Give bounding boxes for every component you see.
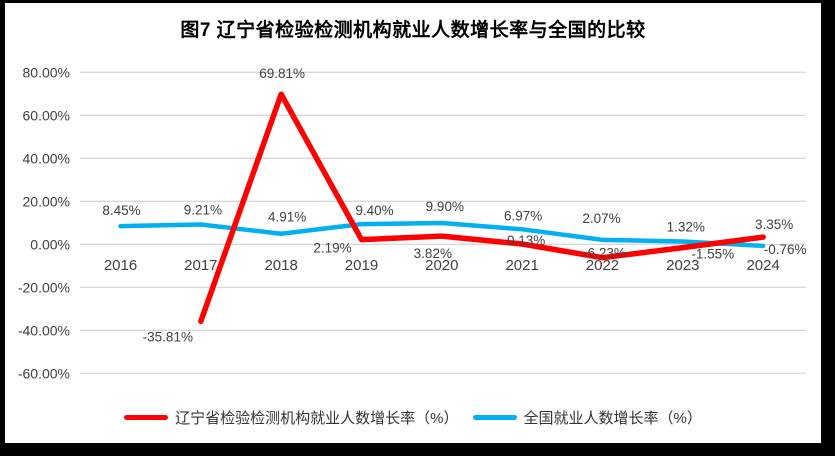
legend-label-national: 全国就业人数增长率（%） <box>523 410 702 427</box>
legend-label-liaoning: 辽宁省检验检测机构就业人数增长率（%） <box>175 410 459 427</box>
legend-item-national: 全国就业人数增长率（%） <box>472 407 702 428</box>
y-tick-label: 0.00% <box>30 236 70 252</box>
legend: 辽宁省检验检测机构就业人数增长率（%） 全国就业人数增长率（%） <box>5 407 821 428</box>
x-tick-label: 2017 <box>184 257 217 274</box>
data-label: 1.32% <box>667 219 705 234</box>
blue-line-swatch <box>472 415 517 420</box>
x-tick-label: 2019 <box>345 257 378 274</box>
data-label: 3.35% <box>755 217 793 232</box>
data-label: 0.13% <box>507 233 545 248</box>
chart-title: 图7 辽宁省检验检测机构就业人数增长率与全国的比较 <box>180 20 646 41</box>
data-label: -1.55% <box>691 247 734 262</box>
x-tick-label: 2020 <box>425 257 458 274</box>
y-tick-label: 20.00% <box>23 193 70 209</box>
data-label: 2.19% <box>313 241 351 256</box>
x-tick-label: 2016 <box>104 257 137 274</box>
data-label: 9.21% <box>184 202 222 217</box>
line-chart-plot-area: 80.00% 60.00% 40.00% 20.00% 0.00% -20.00% -40.… <box>18 64 807 381</box>
red-line-swatch <box>124 415 169 420</box>
data-label: 9.90% <box>426 199 464 214</box>
x-tick-label: 2024 <box>746 257 779 274</box>
x-tick-label: 2022 <box>586 257 619 274</box>
y-tick-label: -60.00% <box>18 365 70 381</box>
x-tick-label: 2021 <box>505 257 538 274</box>
y-tick-label: -20.00% <box>18 279 70 295</box>
national-series-line <box>118 220 766 249</box>
data-label: 4.91% <box>268 210 306 225</box>
data-label: 9.40% <box>355 203 393 218</box>
data-label: 3.82% <box>414 246 452 261</box>
legend-item-liaoning: 辽宁省检验检测机构就业人数增长率（%） <box>124 407 459 428</box>
data-label: -0.76% <box>764 242 807 257</box>
data-label: 2.07% <box>582 211 620 226</box>
x-tick-label: 2018 <box>264 257 297 274</box>
data-label: -35.81% <box>143 329 193 344</box>
liaoning-series-line <box>198 91 766 325</box>
x-tick-label: 2023 <box>666 257 699 274</box>
y-tick-label: 60.00% <box>23 107 70 123</box>
data-label: 8.45% <box>102 203 140 218</box>
y-tick-label: -40.00% <box>18 322 70 338</box>
data-label: 6.97% <box>504 208 542 223</box>
data-label: -6.23% <box>583 246 626 261</box>
chart-canvas: 图7 辽宁省检验检测机构就业人数增长率与全国的比较 80.00% 60.00% 40… <box>5 3 821 443</box>
y-tick-label: 40.00% <box>23 150 70 166</box>
data-label: 69.81% <box>259 66 305 81</box>
y-tick-label: 80.00% <box>23 64 70 80</box>
